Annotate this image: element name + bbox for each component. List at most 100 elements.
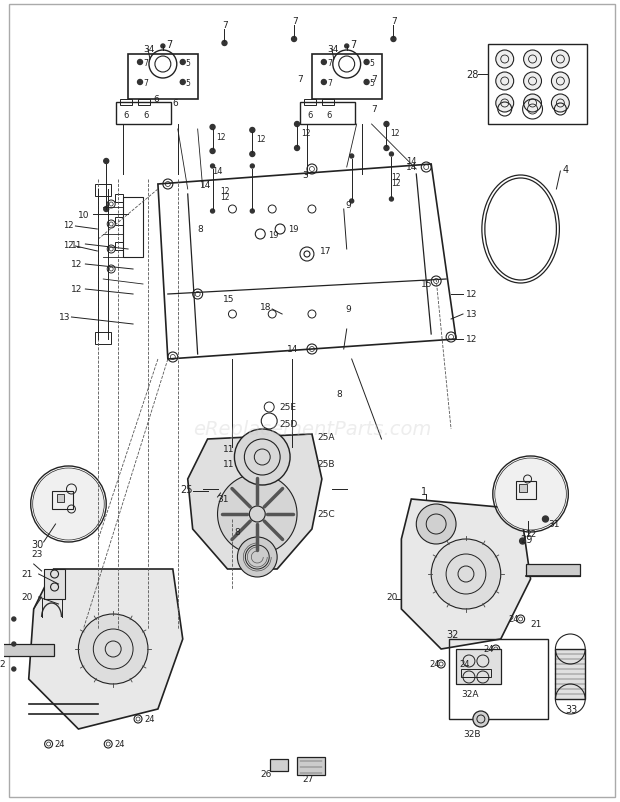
Circle shape [138, 60, 143, 66]
Text: 25A: 25A [317, 433, 334, 442]
Text: 23: 23 [32, 550, 43, 559]
Circle shape [104, 207, 108, 213]
Text: 9: 9 [346, 305, 352, 314]
Text: 28: 28 [466, 70, 479, 80]
Bar [51, 492, 73, 509]
Bar [461, 669, 491, 677]
Text: 11: 11 [223, 445, 234, 454]
Text: 31: 31 [549, 520, 560, 529]
Circle shape [210, 149, 215, 154]
Circle shape [321, 60, 326, 66]
Bar [95, 184, 111, 196]
Bar [270, 759, 288, 771]
Text: 4: 4 [562, 164, 569, 175]
Text: 26: 26 [260, 770, 272, 779]
Text: 27: 27 [302, 775, 313, 784]
Text: 21: 21 [22, 569, 33, 579]
Polygon shape [188, 435, 322, 569]
Circle shape [496, 51, 513, 69]
Text: 12: 12 [221, 187, 230, 196]
Polygon shape [29, 569, 183, 729]
Text: 15: 15 [421, 280, 433, 290]
Text: 12: 12 [71, 260, 83, 269]
Circle shape [551, 95, 569, 113]
Text: 5: 5 [186, 79, 190, 87]
Text: 24: 24 [508, 615, 519, 624]
Text: 7: 7 [371, 75, 378, 84]
Circle shape [78, 614, 148, 684]
Bar [304, 100, 316, 106]
Bar [128, 55, 198, 100]
Text: eReplacementParts.com: eReplacementParts.com [193, 420, 431, 439]
Text: 20: 20 [22, 593, 33, 602]
Bar [322, 100, 334, 106]
Text: 25C: 25C [317, 510, 335, 519]
Circle shape [350, 200, 353, 204]
Circle shape [229, 455, 236, 460]
Text: 5: 5 [370, 59, 374, 67]
Bar [120, 100, 132, 106]
Text: 24: 24 [484, 645, 494, 654]
Text: 12: 12 [256, 136, 266, 144]
Text: 17: 17 [320, 247, 331, 256]
Bar [95, 333, 111, 345]
Text: 7: 7 [327, 59, 332, 67]
Text: 25: 25 [180, 484, 192, 494]
Text: 3: 3 [302, 170, 308, 180]
Text: 7: 7 [223, 21, 228, 30]
Text: 8: 8 [234, 528, 240, 537]
Text: 24: 24 [429, 660, 440, 669]
Text: 5: 5 [186, 59, 190, 67]
Text: 15: 15 [223, 295, 234, 304]
Text: 11: 11 [71, 241, 83, 249]
Circle shape [520, 538, 526, 545]
Text: 24: 24 [55, 739, 65, 748]
Bar [0, 644, 53, 656]
Text: 25D: 25D [279, 420, 298, 429]
Text: 2: 2 [0, 660, 4, 669]
Text: 13: 13 [58, 313, 70, 322]
Circle shape [416, 504, 456, 545]
Circle shape [524, 95, 541, 113]
Text: 12: 12 [391, 178, 401, 187]
Text: 20: 20 [386, 593, 398, 602]
Text: 14: 14 [200, 180, 211, 189]
Text: 12: 12 [391, 129, 400, 138]
Circle shape [33, 468, 104, 541]
Text: 8: 8 [198, 225, 203, 234]
Text: 24: 24 [459, 660, 469, 669]
Text: 12: 12 [71, 286, 83, 294]
Bar [138, 100, 150, 106]
Circle shape [551, 51, 569, 69]
Text: 22: 22 [526, 530, 537, 539]
Circle shape [104, 160, 108, 164]
Circle shape [496, 73, 513, 91]
Text: 29: 29 [521, 534, 533, 545]
Text: 8: 8 [337, 390, 342, 399]
Text: 31: 31 [218, 495, 229, 504]
Text: 19: 19 [268, 230, 279, 239]
Circle shape [345, 45, 348, 49]
Circle shape [250, 128, 255, 133]
Circle shape [542, 516, 549, 522]
Bar [300, 103, 355, 125]
Circle shape [389, 198, 394, 202]
Circle shape [210, 125, 215, 131]
Bar [519, 484, 526, 492]
Bar [526, 565, 580, 577]
Bar [312, 55, 381, 100]
Circle shape [229, 439, 236, 445]
Text: 34: 34 [327, 46, 339, 55]
Text: 6: 6 [153, 95, 159, 104]
Circle shape [321, 80, 326, 85]
Text: 32A: 32A [461, 690, 479, 699]
Text: 9: 9 [346, 200, 352, 209]
Circle shape [138, 80, 143, 85]
Bar [449, 639, 549, 719]
Text: 7: 7 [371, 105, 378, 115]
Text: 14: 14 [287, 345, 298, 354]
Text: 24: 24 [144, 715, 154, 723]
Text: 12: 12 [221, 193, 230, 202]
Circle shape [180, 80, 185, 85]
Circle shape [384, 123, 389, 128]
